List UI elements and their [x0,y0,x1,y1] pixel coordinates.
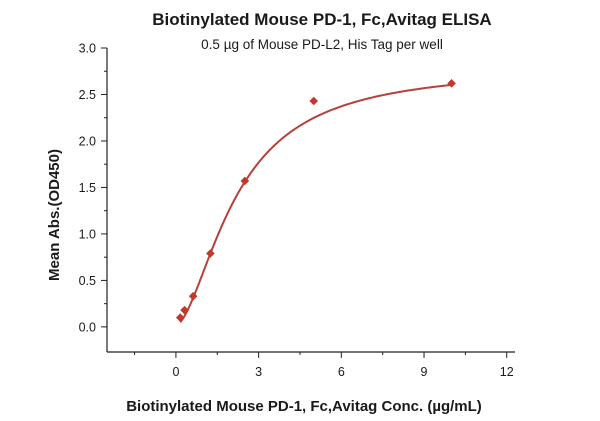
fit-curve [179,83,452,323]
chart-title: Biotinylated Mouse PD-1, Fc,Avitag ELISA [152,10,491,29]
y-tick-label: 1.5 [79,181,96,195]
data-point [180,305,189,315]
x-tick-label: 12 [500,365,514,379]
x-axis-label: Biotinylated Mouse PD-1, Fc,Avitag Conc.… [126,398,482,415]
axes [106,48,515,353]
x-tick-label: 0 [172,365,179,379]
x-ticks: 0 3 6 9 12 [134,352,514,379]
y-tick-label: 1.0 [79,227,96,241]
data-point [206,249,215,258]
y-tick-label: 2.0 [79,134,96,148]
y-tick-label: 2.5 [79,88,96,102]
y-ticks: 0.0 0.5 1.0 1.5 2.0 2.5 3.0 [79,42,107,334]
data-point [447,79,456,88]
x-tick-label: 3 [255,365,262,379]
y-tick-label: 3.0 [79,42,96,56]
data-points [175,79,456,322]
data-point [309,96,319,106]
data-point [240,176,250,186]
y-axis-label: Mean Abs.(OD450) [46,149,63,281]
data-point [175,313,185,322]
chart-subtitle: 0.5 µg of Mouse PD-L2, His Tag per well [201,37,443,52]
y-tick-label: 0.0 [79,320,96,334]
x-tick-label: 9 [421,365,428,379]
x-tick-label: 6 [338,365,345,379]
data-point [188,291,198,301]
y-tick-label: 0.5 [79,274,96,288]
